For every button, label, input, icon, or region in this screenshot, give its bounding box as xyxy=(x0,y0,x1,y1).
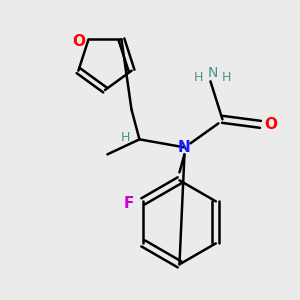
Text: H: H xyxy=(194,71,203,84)
Text: N: N xyxy=(178,140,191,155)
Text: H: H xyxy=(222,71,231,84)
Text: O: O xyxy=(72,34,85,49)
Text: N: N xyxy=(207,66,218,80)
Text: F: F xyxy=(124,196,134,211)
Text: O: O xyxy=(264,117,277,132)
Text: H: H xyxy=(121,131,130,144)
